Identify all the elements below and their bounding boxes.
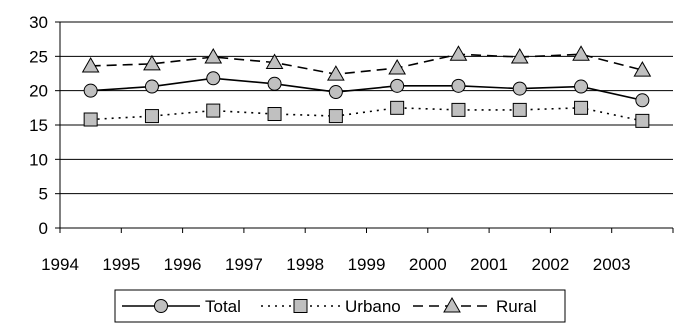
y-tick-label: 20 (29, 82, 48, 101)
y-axis: 0 5 10 15 20 25 30 (29, 13, 61, 238)
x-tick-label: 1995 (102, 255, 140, 274)
x-axis: 1994 1995 1996 1997 1998 1999 2000 2001 2002 2003 (41, 227, 674, 274)
x-tick-label: 1994 (41, 255, 79, 274)
data-point-rural (633, 61, 652, 77)
data-point-total (512, 81, 527, 96)
data-point-urbano (574, 100, 589, 115)
x-tick-label: 2001 (470, 255, 508, 274)
series-total (83, 71, 650, 108)
y-tick-label: 30 (29, 13, 48, 32)
data-point-urbano (328, 109, 343, 124)
data-point-rural (265, 53, 284, 70)
data-point-rural (388, 58, 407, 75)
data-point-rural (572, 45, 590, 61)
data-point-rural (204, 48, 223, 64)
series-line-urbano (90, 107, 643, 122)
data-point-urbano (206, 103, 221, 118)
gridlines (60, 21, 673, 195)
data-point-total (635, 93, 650, 108)
data-point-total (206, 71, 221, 86)
data-point-rural (510, 48, 529, 64)
legend: Total Urbano Rural (114, 289, 566, 323)
data-point-total (144, 79, 159, 94)
data-point-total (451, 78, 466, 93)
data-point-urbano (635, 113, 650, 128)
data-point-total (574, 79, 589, 94)
legend-marker-total (154, 299, 168, 313)
data-point-total (267, 76, 282, 91)
data-point-rural (449, 45, 468, 61)
y-tick-label: 10 (29, 150, 48, 169)
y-tick-label: 5 (39, 185, 48, 204)
data-point-total (83, 83, 98, 98)
x-tick-label: 1997 (225, 255, 263, 274)
series-urbano (83, 100, 650, 128)
x-tick-label: 1999 (348, 255, 386, 274)
data-point-rural (326, 65, 345, 81)
series-line-rural (90, 53, 643, 75)
series-line-total (90, 77, 643, 102)
x-tick-label: 2002 (531, 255, 569, 274)
legend-marker-urbano (293, 299, 308, 313)
series-rural (81, 45, 652, 81)
data-point-rural (143, 54, 161, 71)
y-tick-label: 25 (29, 47, 48, 66)
x-tick-label: 1998 (286, 255, 324, 274)
data-point-urbano (83, 112, 98, 127)
legend-label-urbano: Urbano (345, 297, 401, 316)
data-point-total (328, 85, 343, 100)
y-tick-label: 15 (29, 116, 48, 135)
data-point-rural (81, 56, 100, 73)
legend-marker-rural (443, 296, 461, 313)
legend-label-rural: Rural (496, 297, 537, 316)
y-tick-label: 0 (39, 219, 48, 238)
series-layer (81, 45, 652, 128)
data-point-total (390, 78, 405, 93)
data-point-urbano (512, 102, 527, 117)
data-point-urbano (451, 102, 466, 117)
x-tick-label: 1996 (164, 255, 202, 274)
data-point-urbano (267, 107, 282, 122)
data-point-urbano (144, 109, 159, 124)
x-tick-label: 2003 (593, 255, 631, 274)
x-tick-label: 2000 (409, 255, 447, 274)
legend-label-total: Total (205, 297, 241, 316)
data-point-urbano (390, 100, 405, 115)
